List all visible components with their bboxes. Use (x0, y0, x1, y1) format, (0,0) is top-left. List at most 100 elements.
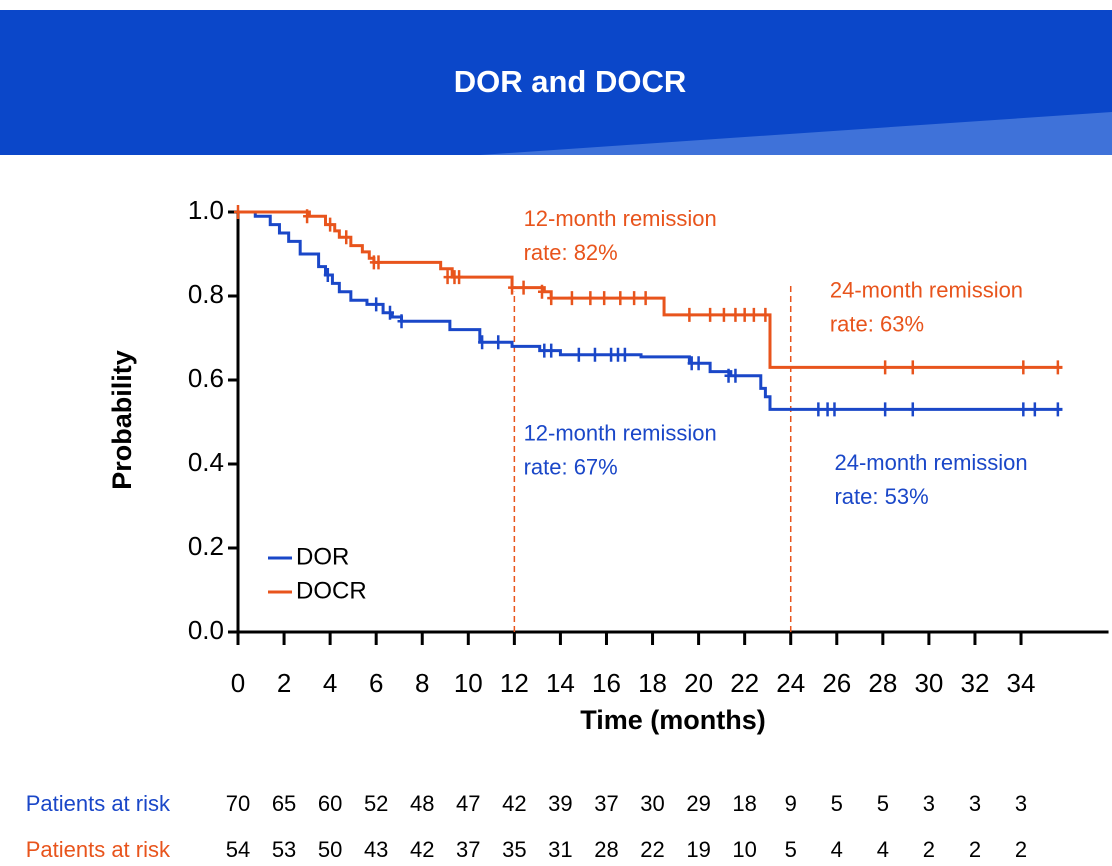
risk-label: Patients at risk (26, 791, 171, 816)
censor-mark (547, 343, 556, 358)
censor-mark (590, 347, 599, 362)
risk-value: 19 (686, 837, 710, 862)
censor-mark (761, 307, 770, 322)
x-tick-label: 26 (822, 668, 851, 698)
censor-mark (586, 291, 595, 306)
risk-value: 50 (318, 837, 342, 862)
risk-value: 5 (831, 791, 843, 816)
annotation: rate: 53% (834, 484, 928, 509)
censor-mark (342, 230, 351, 245)
x-tick-label: 10 (454, 668, 483, 698)
y-tick-label: 0.6 (188, 363, 224, 393)
risk-value: 10 (732, 837, 756, 862)
censor-mark (814, 402, 823, 417)
censor-mark (830, 402, 839, 417)
y-axis-label: Probability (107, 350, 137, 490)
risk-value: 54 (226, 837, 250, 862)
risk-value: 22 (640, 837, 664, 862)
censor-mark (881, 402, 890, 417)
risk-value: 53 (272, 837, 296, 862)
censor-mark (731, 368, 740, 383)
x-tick-label: 22 (730, 668, 759, 698)
censor-mark (1030, 402, 1039, 417)
censor-mark (719, 307, 728, 322)
risk-value: 30 (640, 791, 664, 816)
censor-mark (455, 270, 464, 285)
risk-value: 3 (923, 791, 935, 816)
x-tick-label: 14 (546, 668, 575, 698)
censor-mark (540, 343, 549, 358)
x-tick-label: 8 (415, 668, 429, 698)
censor-mark (613, 347, 622, 362)
risk-value: 31 (548, 837, 572, 862)
annotation: 12-month remission (524, 206, 717, 231)
censor-mark (694, 356, 703, 371)
risk-value: 9 (785, 791, 797, 816)
risk-value: 47 (456, 791, 480, 816)
censor-mark (443, 270, 452, 285)
x-tick-label: 4 (323, 668, 337, 698)
censor-mark (1019, 360, 1028, 375)
x-tick-label: 24 (776, 668, 805, 698)
censor-mark (706, 307, 715, 322)
risk-value: 37 (594, 791, 618, 816)
censor-mark (616, 291, 625, 306)
censor-mark (641, 291, 650, 306)
risk-value: 28 (594, 837, 618, 862)
censor-mark (731, 307, 740, 322)
censor-mark (823, 402, 832, 417)
censor-mark (519, 280, 528, 295)
censor-mark (749, 307, 758, 322)
censor-mark (740, 307, 749, 322)
censor-mark (630, 291, 639, 306)
survival-curve (238, 210, 1063, 411)
censor-mark (374, 255, 383, 270)
x-tick-label: 2 (277, 668, 291, 698)
censor-mark (508, 280, 517, 295)
y-tick-label: 0.8 (188, 279, 224, 309)
annotation: rate: 63% (830, 312, 924, 337)
censor-mark (326, 217, 335, 232)
x-tick-label: 12 (500, 668, 529, 698)
censor-mark (1053, 402, 1062, 417)
legend-label: DOR (296, 543, 349, 570)
risk-value: 35 (502, 837, 526, 862)
censor-mark (620, 347, 629, 362)
x-tick-label: 20 (684, 668, 713, 698)
censor-mark (908, 402, 917, 417)
risk-label: Patients at risk (26, 837, 171, 862)
risk-value: 65 (272, 791, 296, 816)
risk-value: 2 (1015, 837, 1027, 862)
header-accent (480, 112, 1112, 155)
y-tick-label: 0.4 (188, 447, 224, 477)
risk-value: 4 (831, 837, 843, 862)
risk-value: 52 (364, 791, 388, 816)
chart-title: DOR and DOCR (454, 64, 687, 99)
risk-value: 2 (923, 837, 935, 862)
censor-mark (685, 307, 694, 322)
risk-value: 39 (548, 791, 572, 816)
x-tick-label: 32 (960, 668, 989, 698)
censor-mark (600, 291, 609, 306)
censor-mark (303, 209, 312, 224)
legend-label: DOCR (296, 577, 367, 604)
censor-mark (908, 360, 917, 375)
censor-mark (881, 360, 890, 375)
censor-mark (687, 356, 696, 371)
censor-mark (607, 347, 616, 362)
x-axis-label: Time (months) (580, 705, 766, 735)
censor-mark (574, 347, 583, 362)
risk-value: 42 (410, 837, 434, 862)
censor-mark (372, 297, 381, 312)
risk-value: 4 (877, 837, 889, 862)
censor-mark (478, 335, 487, 350)
risk-value: 5 (877, 791, 889, 816)
x-tick-label: 34 (1007, 668, 1036, 698)
annotation: 24-month remission (834, 450, 1027, 475)
x-tick-label: 16 (592, 668, 621, 698)
censor-mark (397, 314, 406, 329)
censor-mark (567, 291, 576, 306)
risk-value: 2 (969, 837, 981, 862)
risk-value: 29 (686, 791, 710, 816)
